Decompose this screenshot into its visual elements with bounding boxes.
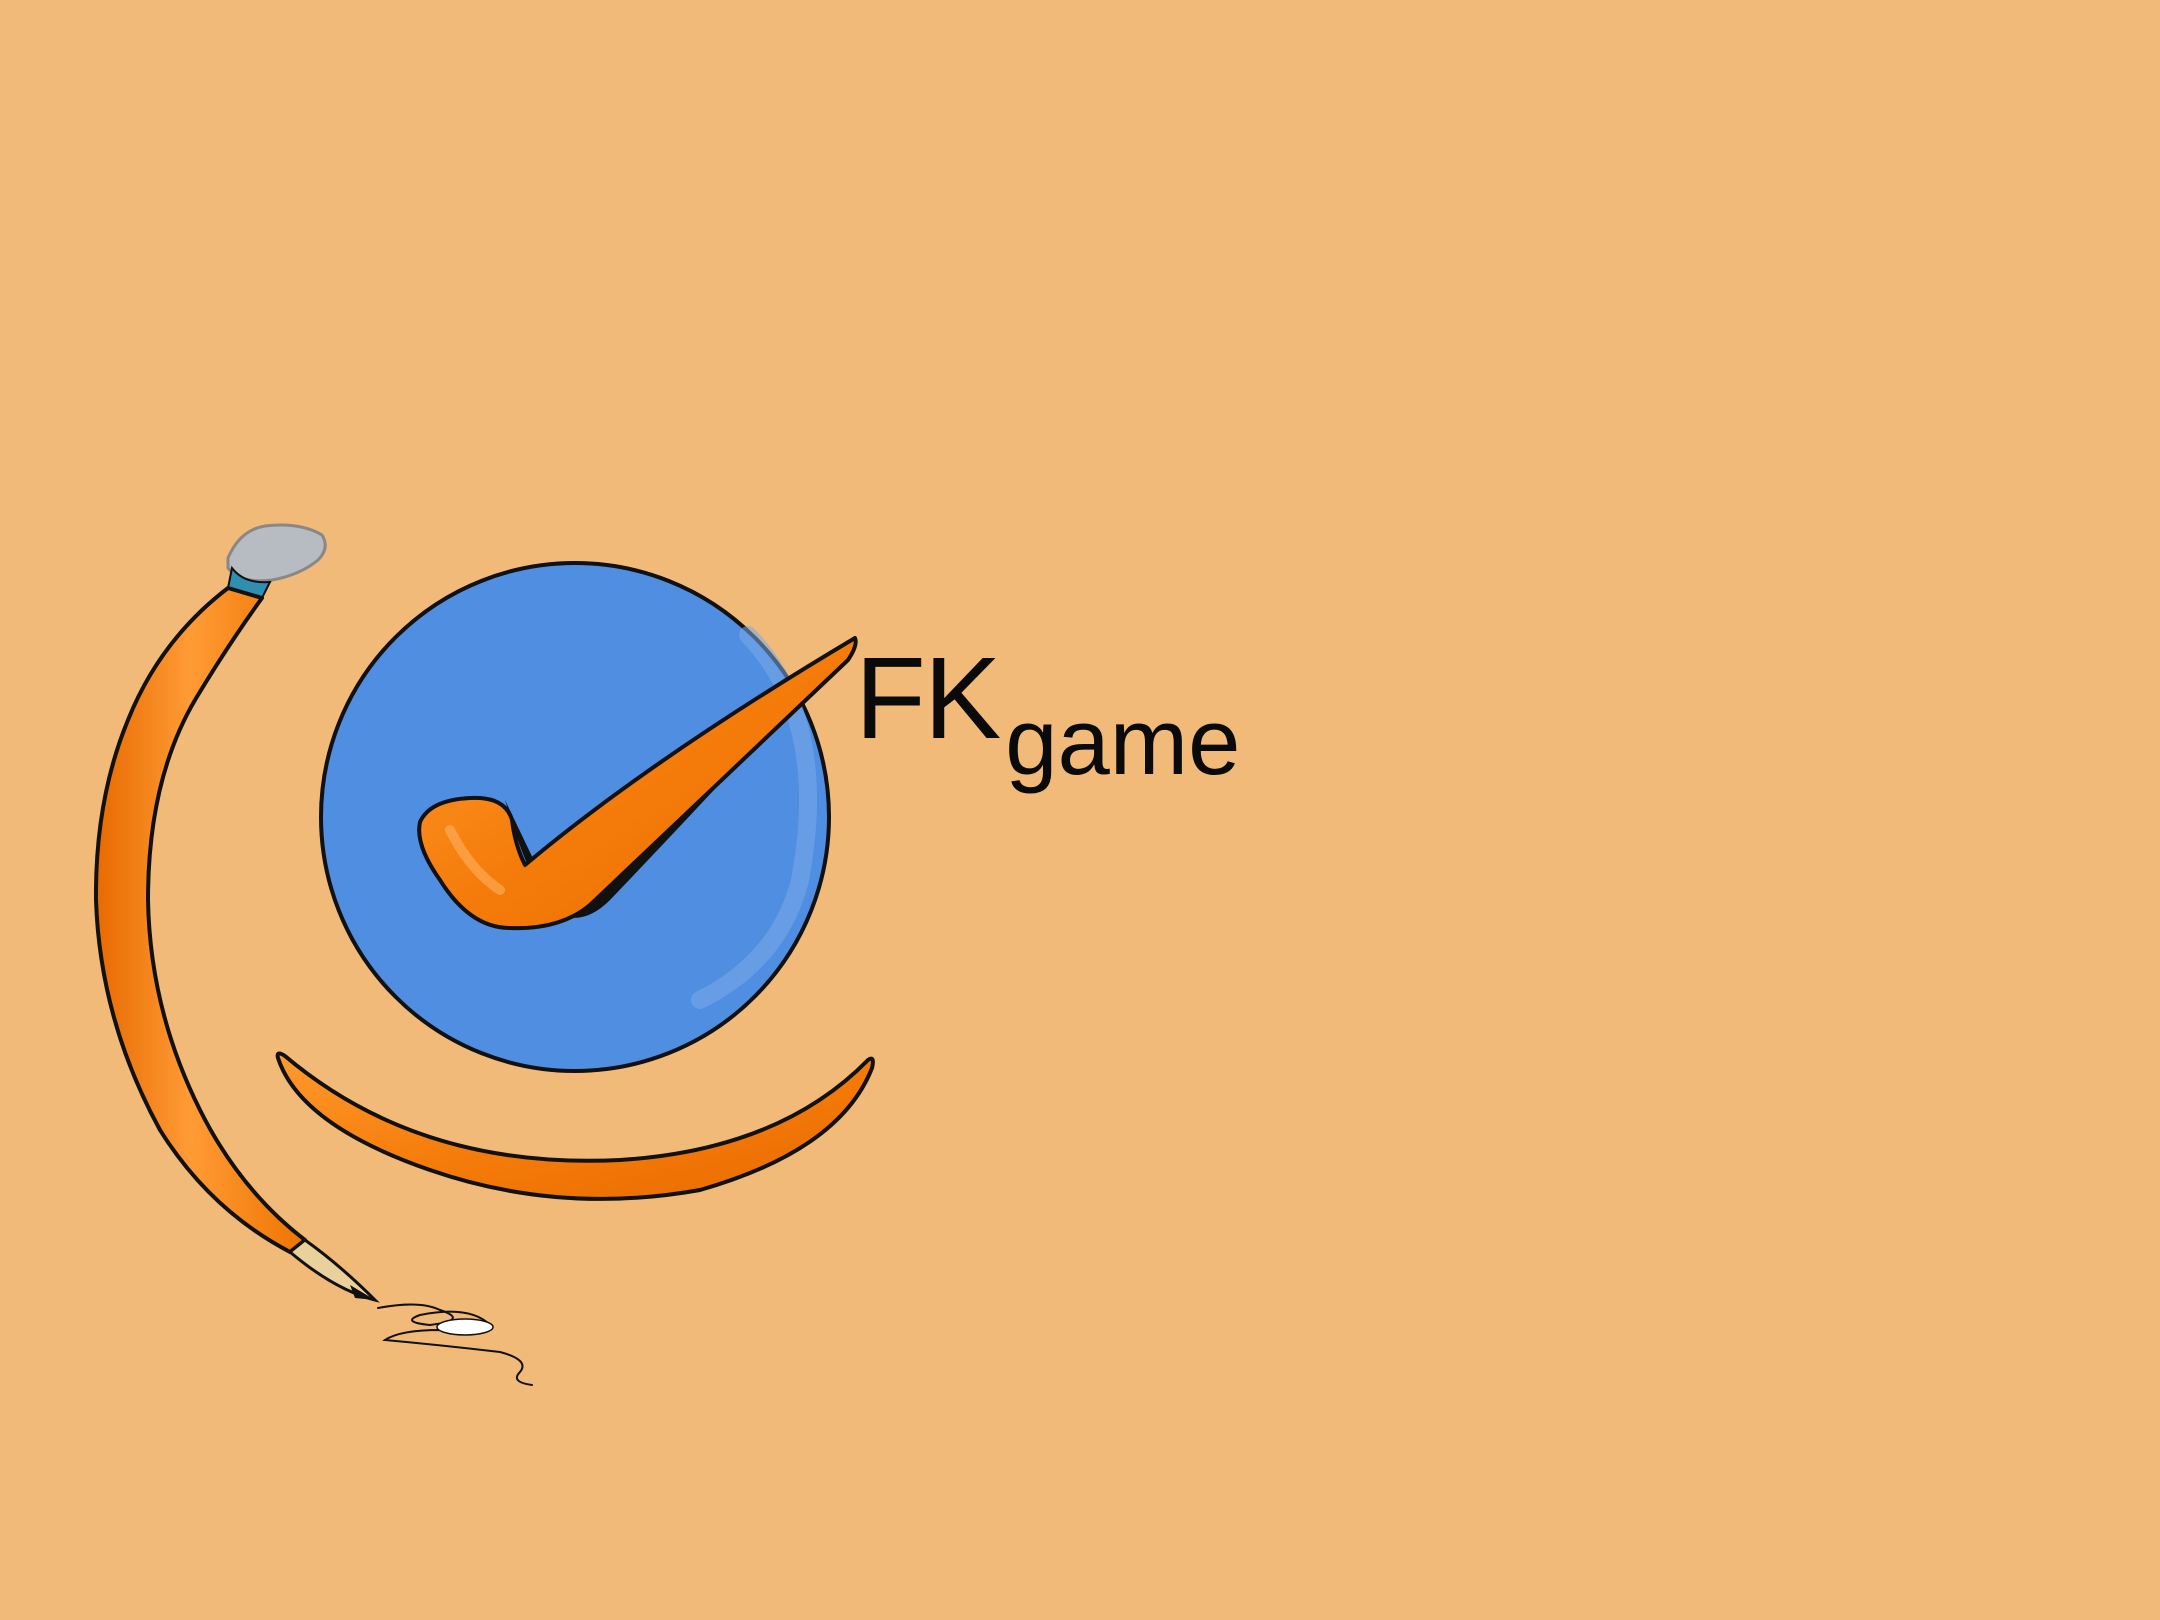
smile-arc-icon	[275, 1051, 875, 1201]
checkmark-icon	[417, 636, 858, 931]
brand-wordmark: FKgame	[855, 640, 1240, 789]
pencil-icon	[93, 523, 533, 1386]
wordmark-game: game	[1005, 689, 1241, 794]
blue-circle-icon	[319, 561, 831, 1073]
wordmark-fk: FK	[855, 633, 1001, 763]
